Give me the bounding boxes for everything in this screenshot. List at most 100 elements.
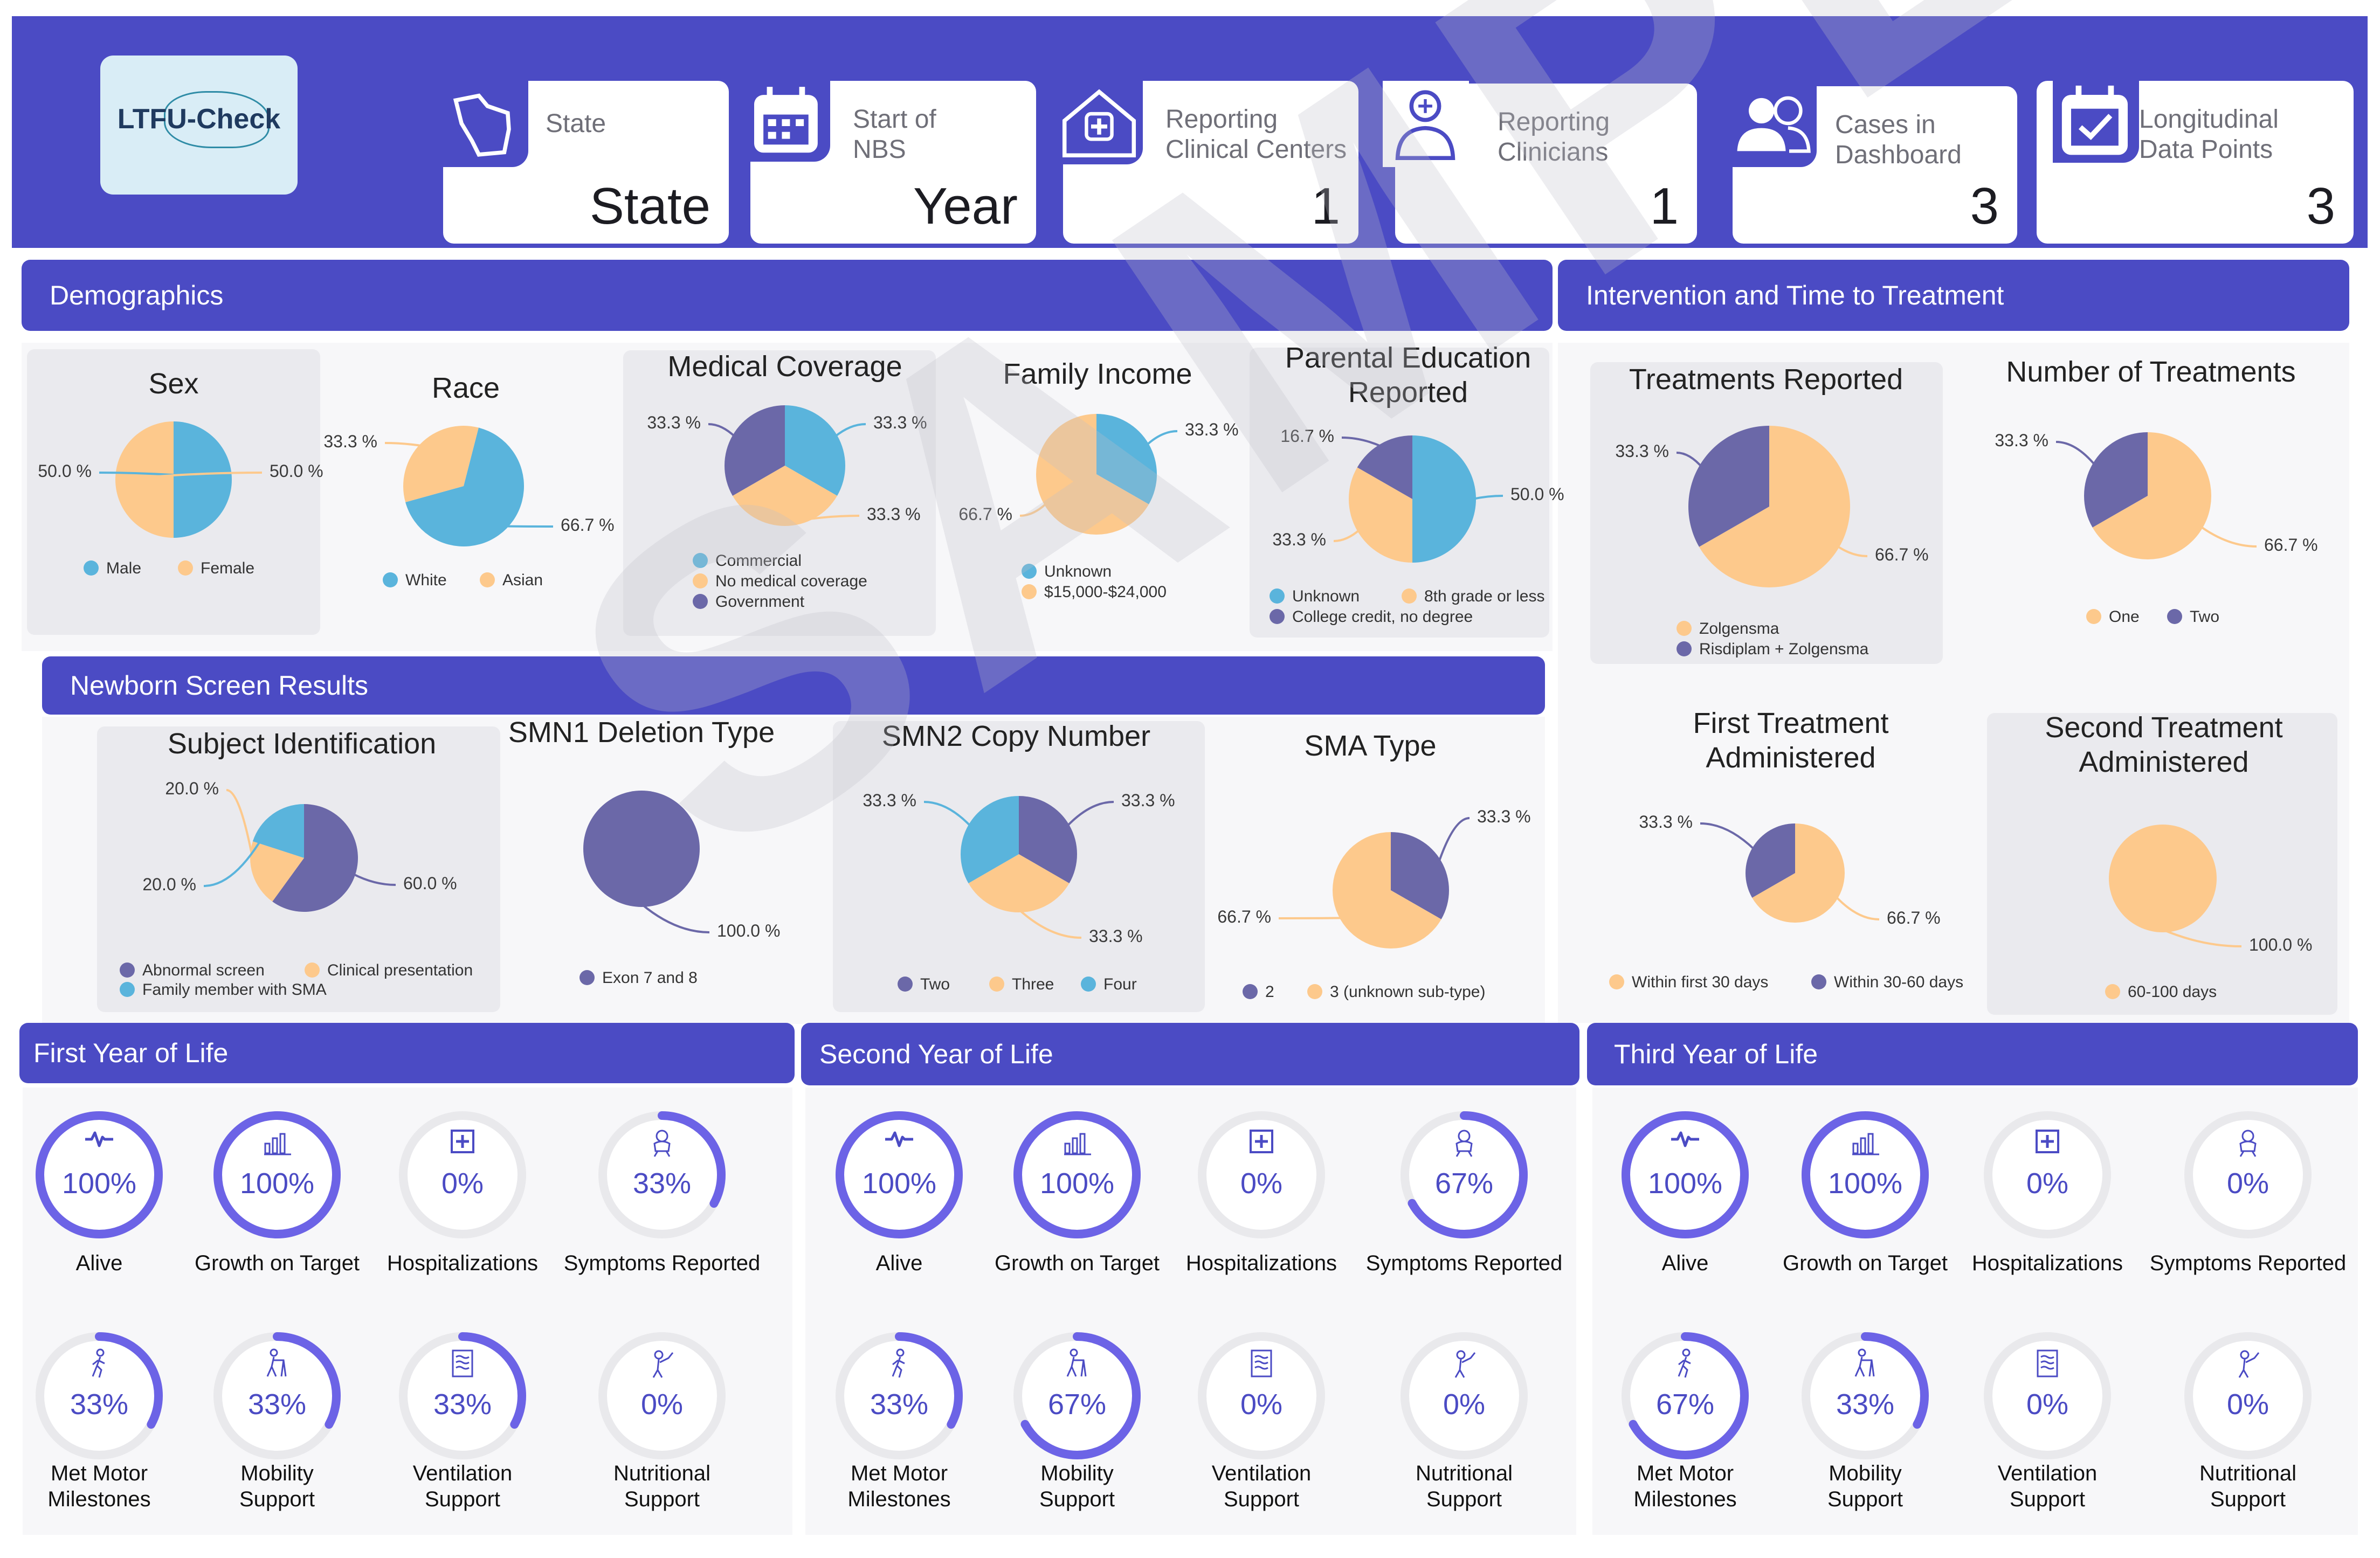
- outcome-tile-mobility-support: 33% Mobility Support: [1779, 1326, 1951, 1511]
- smatype-slice-1: [1332, 832, 1441, 948]
- legend-label: Unknown: [1292, 587, 1360, 605]
- tile-label-line2: Support: [2210, 1487, 2286, 1511]
- card-label-line2: Clinical Centers: [1165, 135, 1347, 164]
- tile-label-line2: Support: [1827, 1487, 1903, 1511]
- income-leader-line-0: [1145, 430, 1178, 447]
- tile-label-line2: Support: [1039, 1487, 1115, 1511]
- feeding-icon: [2238, 1350, 2260, 1378]
- legend-swatch: [383, 572, 398, 587]
- outcome-tile-ventilation-support: 33% Ventilation Support: [376, 1326, 549, 1511]
- percent-value: 100%: [1648, 1167, 1722, 1200]
- legend-label: Two: [920, 975, 950, 993]
- race-data-label-0: 66.7 %: [561, 515, 615, 535]
- percent-value: 0%: [2026, 1388, 2068, 1421]
- tile-label: Hospitalizations: [1971, 1251, 2123, 1275]
- legend-label: Two: [2190, 608, 2220, 626]
- card-label-line1: Start of: [853, 105, 936, 134]
- walking-icon: [892, 1348, 905, 1378]
- progress-arc: [36, 1332, 163, 1459]
- smn2-legend-item-0: Two: [898, 974, 950, 995]
- progress-ring: 33%: [213, 1332, 341, 1459]
- subject-chart-title: Subject Identification: [167, 728, 437, 760]
- legend-swatch: [1677, 641, 1692, 656]
- tile-label: Met Motor Milestones: [0, 1460, 207, 1512]
- tile-label: Alive: [875, 1251, 923, 1275]
- progress-arc: [1802, 1332, 1929, 1459]
- numtreat-leader-line-1: [2055, 441, 2096, 467]
- legend-label: No medical coverage: [715, 572, 867, 590]
- smn2-leader-line-2: [923, 801, 972, 828]
- percent-value: 33%: [870, 1388, 928, 1421]
- summary-card-0: State State: [443, 81, 729, 244]
- treatments-legend-item-0: Zolgensma: [1677, 619, 1779, 639]
- percent-value: 67%: [1048, 1388, 1106, 1421]
- tile-label-line2: Support: [1223, 1487, 1300, 1511]
- progress-ring: 33%: [598, 1111, 726, 1238]
- sex-data-label-0: 50.0 %: [38, 461, 92, 481]
- smn2-slice-0: [1019, 796, 1078, 883]
- progress-ring: 33%: [36, 1332, 163, 1459]
- numtreat-chart-title: Number of Treatments: [2006, 356, 2296, 388]
- smn2-data-label-2: 33.3 %: [863, 791, 916, 810]
- tile-label-line1: Mobility: [240, 1462, 314, 1485]
- tile-label-line1: Nutritional: [2199, 1462, 2297, 1485]
- outcome-tile-ventilation-support: 0% Ventilation Support: [1961, 1326, 2134, 1511]
- us-map-outline-icon: [164, 91, 270, 148]
- doctor-icon: [1383, 81, 1469, 167]
- treatments-legend-item-1: Risdiplam + Zolgensma: [1677, 639, 1868, 660]
- tile-label-line1: Met Motor: [850, 1462, 948, 1485]
- card-value: Year: [913, 177, 1018, 235]
- outcome-tile-symptoms-reported: 0% Symptoms Reported: [2150, 1105, 2346, 1275]
- progress-arc: [213, 1111, 341, 1238]
- percent-value: 67%: [1435, 1167, 1493, 1200]
- coverage-data-label-0: 33.3 %: [873, 413, 927, 432]
- progress-track: [2184, 1332, 2312, 1459]
- tile-label-line1: Ventilation: [412, 1462, 513, 1485]
- smn1-leader-line-0: [640, 903, 710, 933]
- coverage-leader-line-2: [708, 423, 736, 438]
- progress-ring: 0%: [399, 1111, 526, 1238]
- legend-swatch: [2105, 984, 2120, 999]
- smn1-legend-item-0: Exon 7 and 8: [580, 968, 698, 988]
- education-data-label-1: 33.3 %: [1272, 530, 1326, 549]
- outcome-tile-alive: 100% Alive: [813, 1105, 985, 1275]
- treatments-leader-line-0: [1835, 544, 1868, 557]
- income-legend-item-1: $15,000-$24,000: [1022, 582, 1167, 603]
- legend-label: Exon 7 and 8: [602, 969, 698, 987]
- tile-label-line1: Met Motor: [50, 1462, 148, 1485]
- progress-arc: [399, 1332, 526, 1459]
- numtreat-slice-1: [2084, 432, 2148, 528]
- education-slice-0: [1412, 435, 1476, 563]
- sex-leader-line-1: [118, 472, 263, 481]
- treatments-data-label-1: 33.3 %: [1615, 441, 1669, 461]
- progress-track: [2184, 1111, 2312, 1238]
- treatments-data-label-0: 66.7 %: [1875, 545, 1929, 564]
- progress-ring: 100%: [836, 1111, 963, 1238]
- tile-label: Growth on Target: [194, 1251, 360, 1275]
- progress-ring: 0%: [2184, 1332, 2312, 1459]
- legend-swatch: [1081, 977, 1096, 992]
- sex-legend-item-0: Male: [84, 558, 141, 579]
- tile-label-line2: Support: [624, 1487, 700, 1511]
- income-data-label-0: 33.3 %: [1185, 420, 1239, 439]
- growth-chart-icon: [1852, 1133, 1879, 1155]
- percent-value: 0%: [641, 1388, 683, 1421]
- legend-label: Zolgensma: [1699, 620, 1779, 638]
- hospital-cross-icon: [1250, 1130, 1273, 1153]
- legend-swatch: [1022, 584, 1037, 599]
- subject-leader-line-0: [352, 873, 396, 886]
- legend-label: Three: [1012, 975, 1054, 993]
- second-legend-item-0: 60-100 days: [2105, 982, 2217, 1002]
- tile-label: Met Motor Milestones: [1577, 1460, 1793, 1512]
- legend-swatch: [1811, 974, 1826, 989]
- treatments-slice-1: [1688, 426, 1769, 547]
- sex-chart-title: Sex: [148, 368, 199, 400]
- outcome-tile-alive: 100% Alive: [1599, 1105, 1771, 1275]
- walker-icon: [1854, 1348, 1875, 1377]
- subject-data-label-2: 20.0 %: [142, 875, 196, 894]
- coverage-slice-0: [785, 405, 845, 496]
- section-demographics: Demographics: [22, 260, 1553, 331]
- outcome-tile-hospitalizations: 0% Hospitalizations: [376, 1105, 549, 1275]
- sex-slice-0: [174, 421, 232, 538]
- legend-swatch: [989, 977, 1004, 992]
